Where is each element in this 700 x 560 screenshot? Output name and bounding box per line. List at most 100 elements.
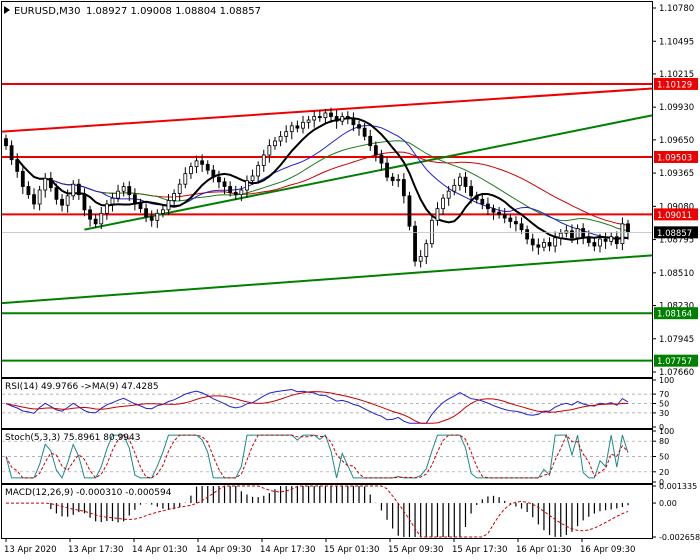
candle-body: [15, 159, 20, 172]
time-tick-label: 14 Apr 17:30: [260, 545, 315, 555]
chart-symbol-label: EURUSD,M30: [14, 6, 80, 17]
level-tag: [654, 354, 698, 367]
candle-body: [424, 243, 429, 257]
candle-body: [172, 193, 177, 201]
candle-body: [284, 131, 289, 137]
indicator-tick-label: 20: [659, 468, 669, 477]
candle-body: [278, 135, 283, 142]
candle-body: [205, 163, 210, 171]
candle-body: [222, 181, 227, 187]
candle-body: [598, 238, 602, 247]
indicator-tick-label: 50: [659, 400, 669, 409]
expand-arrow-icon[interactable]: [4, 6, 10, 14]
candle-body: [183, 173, 188, 185]
candle-body: [480, 198, 485, 205]
candle-body: [250, 175, 255, 182]
time-tick-label: 16 Apr 09:30: [580, 545, 635, 555]
indicator-plots: [2, 388, 652, 538]
candle-body: [396, 179, 401, 182]
indicator-tick-label: 0.00: [659, 499, 677, 508]
candle-body: [441, 197, 445, 210]
candle-body: [373, 145, 378, 156]
candle-body: [211, 169, 216, 178]
price-axis: 1.10780 1.10495 1.10215 1.09930 1.09650 1.093…: [652, 4, 700, 542]
candle-body: [245, 180, 249, 191]
candle-body: [474, 195, 479, 200]
trendline-upper-red: [1, 87, 653, 133]
macd-label: MACD(12,26,9) -0.000310 -0.000594: [5, 488, 172, 498]
candle-body: [340, 116, 345, 122]
candle-body: [239, 189, 244, 196]
candle-body: [65, 195, 70, 206]
price-tick-label: 1.09365: [659, 169, 694, 179]
candle-body: [99, 212, 104, 225]
time-tick-label: 15 Apr 09:30: [388, 545, 443, 555]
price-tick-label: 1.07660: [659, 368, 694, 378]
indicator-tick-label: 100: [659, 376, 674, 385]
candle-body: [110, 197, 115, 205]
level-tag-label: 1.08164: [657, 310, 692, 320]
candle-body: [368, 135, 373, 147]
candle-body: [486, 203, 490, 210]
time-tick-label: 16 Apr 01:30: [516, 545, 571, 555]
candle-body: [104, 203, 109, 214]
candle-body: [217, 176, 221, 183]
candle-body: [345, 116, 350, 120]
candle-body: [491, 208, 496, 213]
candle-body: [71, 183, 76, 197]
candle-body: [93, 218, 98, 225]
time-tick-label: 13 Apr 2020: [4, 545, 57, 555]
candle-body: [43, 177, 48, 191]
candle-body: [514, 221, 518, 225]
stoch-k-line: [5, 434, 629, 479]
candle-body: [390, 176, 395, 182]
main-plot: [1, 82, 653, 362]
candle-body: [407, 195, 412, 227]
rsi-ma-line: [5, 391, 629, 424]
candle-body: [558, 232, 563, 239]
candle-body: [614, 236, 619, 245]
level-tag: [654, 307, 698, 320]
current-price-label: 1.08857: [657, 229, 692, 239]
candle-body: [379, 154, 384, 164]
candle-body: [20, 170, 25, 187]
candle-body: [121, 186, 126, 192]
candle-body: [37, 189, 42, 205]
candle-body: [385, 162, 389, 178]
candle-body: [127, 186, 132, 196]
candle-body: [357, 124, 361, 129]
candle-body: [362, 127, 367, 137]
candle-body: [329, 112, 333, 117]
candle-body: [9, 145, 14, 161]
candle-body: [519, 223, 524, 231]
candle-body: [570, 230, 574, 239]
level-tag-label: 1.09503: [657, 153, 692, 163]
candle-body: [289, 125, 294, 133]
price-tick-label: 1.07945: [659, 335, 694, 345]
candle-body: [609, 236, 614, 242]
candle-body: [88, 209, 92, 220]
trendline-lower-green: [1, 254, 653, 305]
indicator-tick-label: 70: [659, 390, 669, 399]
candle-body: [295, 125, 300, 129]
indicator-tick-label: -0.002658: [659, 533, 700, 542]
candle-body: [54, 187, 59, 200]
candle-body: [189, 166, 193, 175]
candle-body: [177, 183, 182, 194]
price-tick-label: 1.08510: [659, 269, 694, 279]
stoch-d-line: [5, 434, 629, 479]
candle-body: [76, 183, 81, 196]
candle-body: [463, 176, 468, 187]
level-tag: [654, 77, 698, 90]
candle-body: [553, 237, 558, 247]
level-tag: [654, 150, 698, 163]
candle-body: [267, 145, 272, 156]
candle-body: [116, 190, 120, 199]
candle-body: [317, 116, 322, 119]
price-tick-label: 1.09930: [659, 103, 694, 113]
candle-body: [138, 202, 143, 210]
candle-body: [334, 116, 339, 122]
level-tag-label: 1.07757: [657, 357, 692, 367]
price-tick-label: 1.10780: [659, 4, 694, 14]
